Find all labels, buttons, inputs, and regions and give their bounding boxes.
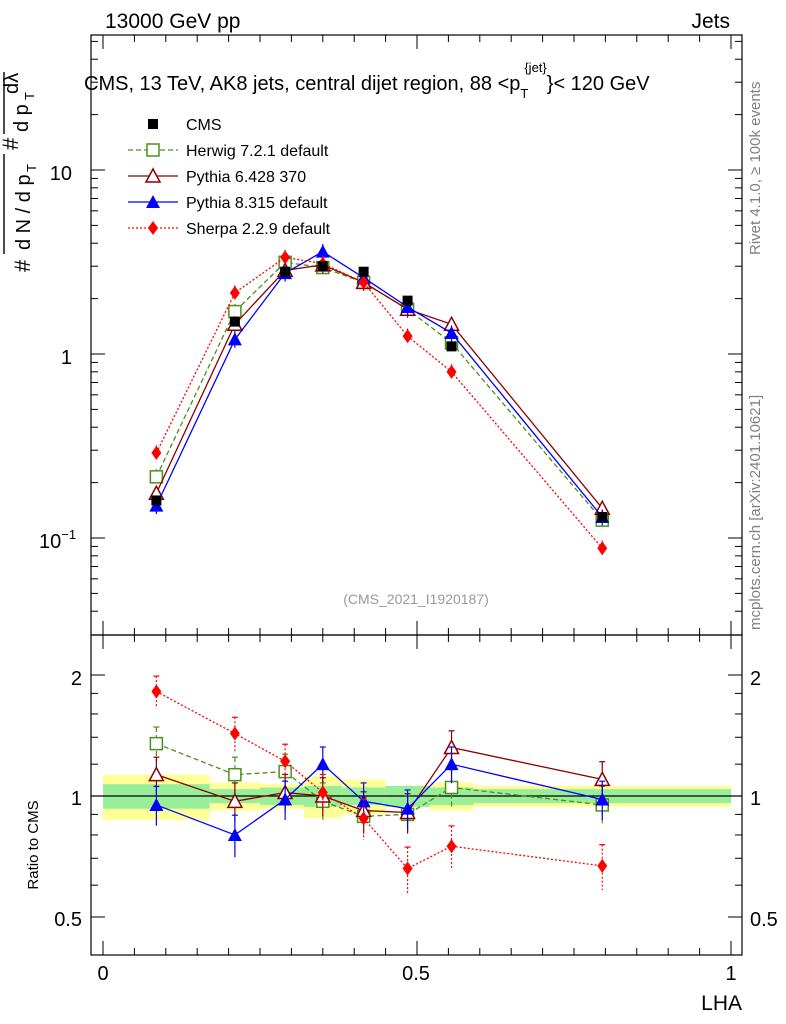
ratio-line-pythia-6-428-370 — [156, 746, 603, 814]
svg-text:d: d — [0, 121, 1, 132]
main-point-cms-7 — [597, 512, 608, 523]
ratio-point-pythia-6-428-370-0 — [148, 766, 165, 782]
header-right: Jets — [691, 10, 730, 33]
svg-text:#: # — [10, 259, 35, 272]
ratio-point-herwig-7-2-1-default-6 — [444, 780, 459, 795]
legend-marker-sherpa-2-2-9-default — [148, 221, 158, 235]
y-tick-label-1: 1 — [61, 347, 72, 369]
legend-label-herwig-7-2-1-default: Herwig 7.2.1 default — [186, 143, 329, 160]
main-line-herwig-7-2-1-default — [155, 261, 603, 521]
main-point-pythia-8-315-default-1 — [227, 332, 242, 346]
ratio-point-pythia-8-315-default-3 — [315, 757, 330, 771]
svg-text:d p: d p — [11, 104, 33, 132]
main-point-sherpa-2-2-9-default-4 — [358, 275, 369, 290]
y-axis-label-main: # d N / d p T 1 # d p T d 2 N dλ — [0, 72, 39, 272]
main-series-layer — [148, 244, 611, 557]
x-axis-label: LHA — [701, 992, 742, 1015]
legend-marker-herwig-7-2-1-default — [146, 143, 160, 157]
ratio-tick-label-0.5-left: 0.5 — [54, 909, 82, 931]
ratio-point-sherpa-2-2-9-default-7 — [597, 858, 608, 873]
ratio-tick-label-2-left: 2 — [71, 668, 82, 690]
ratio-point-sherpa-2-2-9-default-1 — [229, 726, 240, 741]
main-point-cms-0 — [151, 495, 162, 506]
legend-label-pythia-6-428-370: Pythia 6.428 370 — [186, 169, 306, 186]
header-left: 13000 GeV pp — [105, 10, 240, 33]
svg-text:T: T — [22, 92, 37, 100]
ratio-point-pythia-8-315-default-7 — [595, 792, 610, 806]
main-point-sherpa-2-2-9-default-0 — [151, 445, 162, 460]
ratio-tick-label-1-left: 1 — [71, 788, 82, 810]
main-point-pythia-8-315-default-6 — [444, 326, 459, 340]
main-point-sherpa-2-2-9-default-1 — [229, 285, 240, 300]
legend-marker-cms — [148, 119, 158, 129]
svg-text:1: 1 — [0, 198, 1, 210]
ratio-line-herwig-7-2-1-default — [156, 743, 603, 817]
main-line-pythia-6-428-370 — [155, 264, 603, 509]
ratio-point-pythia-8-315-default-1 — [227, 827, 242, 841]
main-point-cms-4 — [358, 266, 369, 277]
svg-text:#: # — [0, 137, 23, 150]
y-tick-label-0.1: 10−1 — [39, 527, 76, 553]
ratio-point-pythia-8-315-default-5 — [400, 801, 415, 815]
legend-label-cms: CMS — [186, 117, 222, 134]
mcplots-label: mcplots.cern.ch [arXiv:2401.10621] — [747, 395, 764, 630]
ratio-point-sherpa-2-2-9-default-0 — [151, 684, 162, 699]
ratio-series-layer — [148, 675, 611, 893]
ratio-point-pythia-8-315-default-2 — [278, 792, 293, 806]
main-point-cms-6 — [446, 341, 457, 352]
ratio-point-sherpa-2-2-9-default-5 — [402, 861, 413, 876]
ratio-point-sherpa-2-2-9-default-4 — [358, 811, 369, 826]
ratio-point-sherpa-2-2-9-default-3 — [317, 785, 328, 800]
main-point-cms-5 — [402, 295, 413, 306]
legend: CMS Herwig 7.2.1 default Pythia 6.428 370 P… — [128, 117, 331, 238]
ratio-tick-label-2-right: 2 — [750, 668, 761, 690]
axis-ticks — [91, 35, 742, 955]
main-point-sherpa-2-2-9-default-7 — [597, 541, 608, 556]
ratio-tick-label-1-right: 1 — [750, 788, 761, 810]
svg-text:dλ: dλ — [1, 73, 23, 94]
ratio-line-pythia-8-315-default — [156, 763, 603, 836]
ratio-point-pythia-8-315-default-6 — [444, 757, 459, 771]
ratio-point-sherpa-2-2-9-default-2 — [280, 754, 291, 769]
ratio-tick-label-0.5-right: 0.5 — [750, 909, 778, 931]
svg-text:d N / d p: d N / d p — [13, 174, 35, 250]
legend-label-sherpa-2-2-9-default: Sherpa 2.2.9 default — [186, 221, 331, 238]
y-axis-label-ratio: Ratio to CMS — [25, 800, 42, 889]
main-line-pythia-8-315-default — [155, 250, 603, 518]
main-point-cms-2 — [280, 266, 291, 277]
analysis-id: (CMS_2021_I1920187) — [343, 591, 489, 607]
ratio-point-herwig-7-2-1-default-0 — [149, 736, 164, 751]
y-tick-label-10: 10 — [50, 163, 72, 185]
main-point-sherpa-2-2-9-default-2 — [280, 250, 291, 265]
legend-marker-pythia-6-428-370 — [144, 167, 162, 183]
x-tick-label-0.5: 0.5 — [402, 963, 430, 985]
main-point-pythia-8-315-default-3 — [315, 244, 330, 258]
main-point-sherpa-2-2-9-default-6 — [446, 364, 457, 379]
ratio-point-pythia-6-428-370-1 — [226, 792, 244, 809]
main-point-pythia-8-315-default-5 — [400, 300, 415, 314]
main-point-cms-1 — [229, 316, 240, 327]
main-point-herwig-7-2-1-default-0 — [149, 470, 164, 484]
legend-marker-pythia-8-315-default — [146, 195, 160, 208]
x-tick-label-0: 0 — [97, 963, 108, 985]
svg-text:T: T — [24, 164, 39, 172]
rivet-label: Rivet 4.1.0, ≥ 100k events — [747, 82, 764, 255]
chart-title: CMS, 13 TeV, AK8 jets, central dijet reg… — [84, 60, 650, 101]
ratio-point-pythia-8-315-default-0 — [149, 797, 164, 811]
x-tick-label-1: 1 — [725, 963, 736, 985]
ratio-point-sherpa-2-2-9-default-6 — [446, 839, 457, 854]
main-point-sherpa-2-2-9-default-5 — [402, 329, 413, 344]
main-point-cms-3 — [317, 261, 328, 272]
main-line-sherpa-2-2-9-default — [155, 256, 603, 549]
ratio-point-herwig-7-2-1-default-1 — [228, 767, 242, 782]
svg-text:N: N — [0, 98, 1, 112]
legend-label-pythia-8-315-default: Pythia 8.315 default — [186, 195, 328, 212]
